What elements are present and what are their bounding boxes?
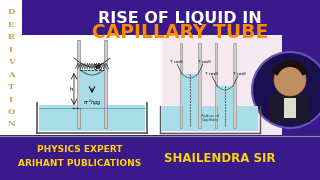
- Text: Radius of
Capillary: Radius of Capillary: [201, 114, 219, 122]
- FancyBboxPatch shape: [233, 43, 236, 128]
- Text: CAPILLARY TUBE: CAPILLARY TUBE: [92, 22, 268, 42]
- FancyBboxPatch shape: [39, 105, 145, 131]
- FancyBboxPatch shape: [80, 70, 104, 108]
- Text: I: I: [9, 46, 13, 53]
- Text: I: I: [9, 96, 13, 103]
- FancyBboxPatch shape: [214, 43, 217, 128]
- Text: $\pi r^2 h\rho g$: $\pi r^2 h\rho g$: [83, 98, 101, 108]
- Text: E: E: [8, 21, 14, 28]
- FancyBboxPatch shape: [182, 74, 198, 106]
- FancyBboxPatch shape: [162, 106, 258, 131]
- Text: T cosθ: T cosθ: [170, 60, 182, 64]
- Text: PHYSICS EXPERT: PHYSICS EXPERT: [37, 145, 123, 154]
- FancyBboxPatch shape: [0, 136, 320, 180]
- Text: r: r: [98, 62, 100, 66]
- Text: D: D: [7, 8, 15, 16]
- Text: N: N: [7, 120, 15, 129]
- Text: h: h: [69, 87, 73, 91]
- FancyBboxPatch shape: [198, 43, 201, 128]
- Text: SHAILENDRA SIR: SHAILENDRA SIR: [164, 152, 276, 165]
- Text: T: T: [8, 83, 14, 91]
- FancyBboxPatch shape: [22, 35, 162, 135]
- FancyBboxPatch shape: [104, 40, 107, 128]
- Text: T cosθ: T cosθ: [198, 60, 210, 64]
- Text: ARIHANT PUBLICATIONS: ARIHANT PUBLICATIONS: [18, 159, 142, 168]
- FancyBboxPatch shape: [0, 0, 22, 135]
- Text: T cosθ: T cosθ: [233, 72, 245, 76]
- Circle shape: [274, 64, 306, 96]
- FancyBboxPatch shape: [162, 35, 282, 135]
- FancyBboxPatch shape: [284, 98, 296, 118]
- Text: T cosθ: T cosθ: [205, 72, 217, 76]
- FancyBboxPatch shape: [180, 43, 182, 128]
- FancyBboxPatch shape: [270, 94, 310, 122]
- Circle shape: [252, 52, 320, 128]
- Text: RISE OF LIQUID IN: RISE OF LIQUID IN: [98, 10, 262, 26]
- FancyBboxPatch shape: [217, 86, 233, 106]
- Text: R: R: [8, 33, 14, 41]
- Text: O: O: [7, 108, 15, 116]
- Text: A: A: [8, 71, 14, 78]
- Text: V: V: [8, 58, 14, 66]
- FancyBboxPatch shape: [77, 40, 80, 128]
